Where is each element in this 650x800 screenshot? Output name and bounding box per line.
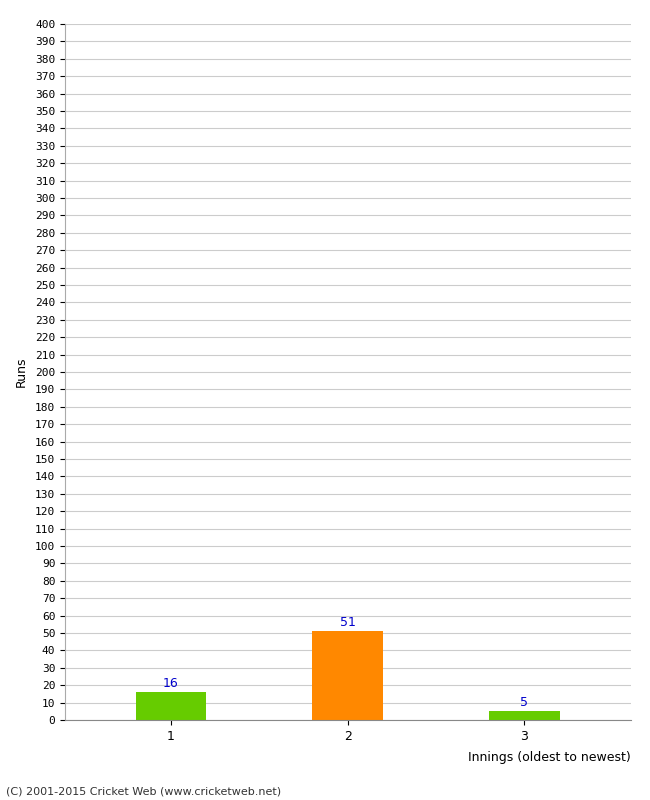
Bar (489, 711, 560, 720)
Text: (C) 2001-2015 Cricket Web (www.cricketweb.net): (C) 2001-2015 Cricket Web (www.cricketwe… (6, 786, 281, 796)
Text: 5: 5 (521, 696, 528, 709)
Text: Innings (oldest to newest): Innings (oldest to newest) (468, 751, 630, 764)
Text: 16: 16 (163, 677, 179, 690)
Bar (136, 692, 207, 720)
Bar (313, 631, 383, 720)
Text: 51: 51 (340, 616, 356, 629)
Y-axis label: Runs: Runs (15, 357, 28, 387)
